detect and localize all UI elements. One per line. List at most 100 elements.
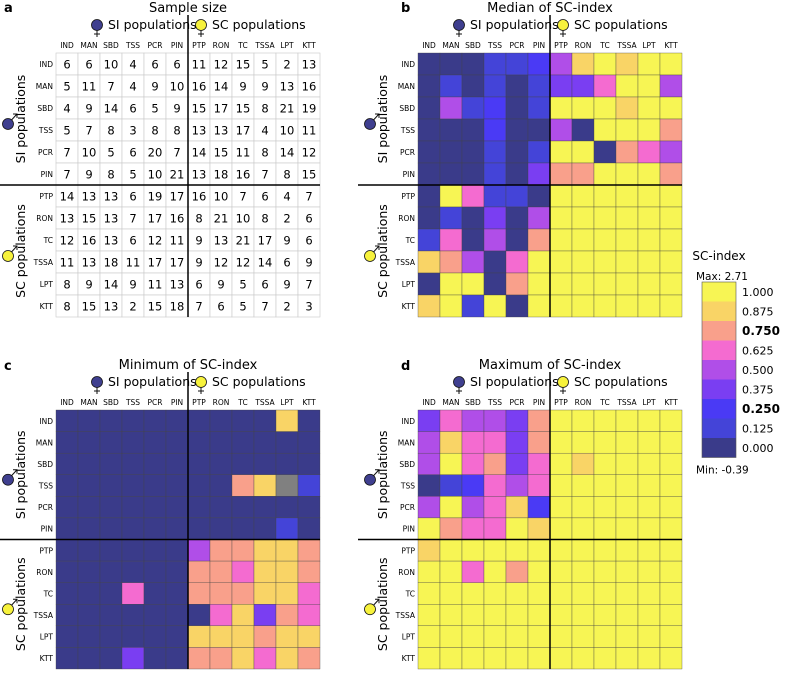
heatmap-cell bbox=[439, 118, 463, 142]
heatmap-cell bbox=[593, 162, 617, 186]
heatmap-cell bbox=[549, 539, 573, 562]
heatmap-cell bbox=[505, 52, 529, 76]
heatmap-cell bbox=[593, 184, 617, 208]
group-label-sc: SC populations bbox=[574, 374, 668, 389]
heatmap-cell bbox=[461, 96, 485, 120]
group-label-si-vertical: SI populations bbox=[375, 430, 390, 519]
table-cell-value: 8 bbox=[261, 102, 268, 116]
table-cell-value: 5 bbox=[63, 124, 70, 138]
row-tick-label: PIN bbox=[403, 170, 415, 179]
heatmap-cell bbox=[571, 118, 595, 142]
heatmap-cell bbox=[527, 431, 551, 454]
heatmap-cell bbox=[571, 582, 595, 605]
group-label-sc: SC populations bbox=[574, 17, 668, 32]
heatmap-cell bbox=[659, 250, 683, 274]
heatmap-cell bbox=[483, 74, 507, 98]
heatmap-cell bbox=[505, 184, 529, 208]
heatmap-cell bbox=[659, 162, 683, 186]
row-tick-label: SBD bbox=[37, 104, 53, 113]
male-symbol-icon bbox=[2, 250, 14, 262]
column-tick-label: LPT bbox=[642, 41, 656, 50]
colorbar-segment bbox=[702, 438, 736, 458]
heatmap-cell bbox=[55, 496, 79, 519]
heatmap-cell bbox=[527, 474, 551, 497]
male-symbol-icon bbox=[2, 603, 14, 616]
heatmap-cell bbox=[637, 52, 661, 76]
heatmap-cell bbox=[593, 272, 617, 296]
heatmap-cell bbox=[659, 452, 683, 475]
heatmap-cell bbox=[209, 582, 233, 605]
column-tick-label: IND bbox=[60, 41, 74, 50]
heatmap-cell bbox=[527, 184, 551, 208]
column-tick-label: PTP bbox=[554, 41, 568, 50]
heatmap-cell bbox=[571, 52, 595, 76]
table-cell-value: 13 bbox=[104, 190, 119, 204]
heatmap-cell bbox=[637, 294, 661, 318]
heatmap-cell bbox=[77, 431, 101, 454]
table-cell-value: 9 bbox=[195, 256, 202, 270]
heatmap-cell bbox=[549, 582, 573, 605]
heatmap-cell bbox=[483, 118, 507, 142]
heatmap-cell bbox=[417, 474, 441, 497]
column-tick-label: TSS bbox=[487, 41, 502, 50]
heatmap-cell bbox=[165, 604, 189, 627]
column-tick-label: PCR bbox=[148, 41, 163, 50]
table-cell-value: 6 bbox=[129, 102, 136, 116]
table-cell-value: 13 bbox=[214, 124, 229, 138]
heatmap-cell bbox=[637, 162, 661, 186]
column-tick-label: TSSA bbox=[616, 398, 637, 407]
table-cell-value: 15 bbox=[236, 58, 251, 72]
heatmap-cell bbox=[143, 625, 167, 648]
table-cell-value: 16 bbox=[82, 234, 97, 248]
heatmap-cell bbox=[659, 560, 683, 583]
heatmap-cell bbox=[659, 431, 683, 454]
heatmap-cell bbox=[615, 184, 639, 208]
column-tick-label: TSSA bbox=[616, 41, 637, 50]
heatmap-cell bbox=[439, 228, 463, 252]
heatmap-cell bbox=[439, 52, 463, 76]
column-tick-label: RON bbox=[575, 398, 592, 407]
colorbar-max-label: Max: 2.71 bbox=[696, 271, 748, 283]
table-cell-value: 16 bbox=[192, 80, 207, 94]
heatmap-cell bbox=[549, 206, 573, 230]
heatmap-cell bbox=[527, 228, 551, 252]
row-tick-label: PTP bbox=[39, 546, 53, 555]
table-cell-value: 8 bbox=[261, 212, 268, 226]
table-cell-value: 9 bbox=[239, 80, 246, 94]
table-cell-value: 5 bbox=[261, 58, 268, 72]
group-label-sc-vertical: SC populations bbox=[13, 557, 28, 651]
heatmap-cell bbox=[637, 604, 661, 627]
table-cell-value: 13 bbox=[280, 80, 295, 94]
heatmap-cell bbox=[571, 517, 595, 540]
column-tick-label: LPT bbox=[642, 398, 656, 407]
heatmap-cell bbox=[297, 474, 321, 497]
table-cell-value: 13 bbox=[82, 190, 97, 204]
heatmap-cell bbox=[275, 431, 299, 454]
table-cell-value: 2 bbox=[283, 58, 290, 72]
table-cell bbox=[297, 294, 321, 318]
colorbar-tick-label: 0.750 bbox=[742, 324, 780, 338]
table-cell-value: 10 bbox=[236, 212, 251, 226]
heatmap-cell bbox=[593, 539, 617, 562]
row-tick-label: PIN bbox=[41, 170, 53, 179]
heatmap-cell bbox=[659, 118, 683, 142]
heatmap-cell bbox=[527, 452, 551, 475]
column-tick-label: PIN bbox=[171, 41, 183, 50]
heatmap-cell bbox=[637, 474, 661, 497]
heatmap-cell bbox=[615, 452, 639, 475]
colorbar-segment bbox=[702, 340, 736, 360]
table-cell-value: 13 bbox=[192, 124, 207, 138]
heatmap-cell bbox=[527, 582, 551, 605]
heatmap-cell bbox=[275, 409, 299, 432]
male-symbol-icon bbox=[2, 473, 14, 486]
table-cell-value: 19 bbox=[148, 190, 163, 204]
table-cell-value: 10 bbox=[214, 190, 229, 204]
table-cell-value: 6 bbox=[195, 278, 202, 292]
heatmap-cell bbox=[461, 250, 485, 274]
heatmap-cell bbox=[297, 496, 321, 519]
heatmap-cell bbox=[275, 582, 299, 605]
column-tick-label: MAN bbox=[80, 41, 97, 50]
table-cell-value: 11 bbox=[60, 256, 75, 270]
table-cell-value: 9 bbox=[129, 278, 136, 292]
heatmap-cell bbox=[461, 452, 485, 475]
